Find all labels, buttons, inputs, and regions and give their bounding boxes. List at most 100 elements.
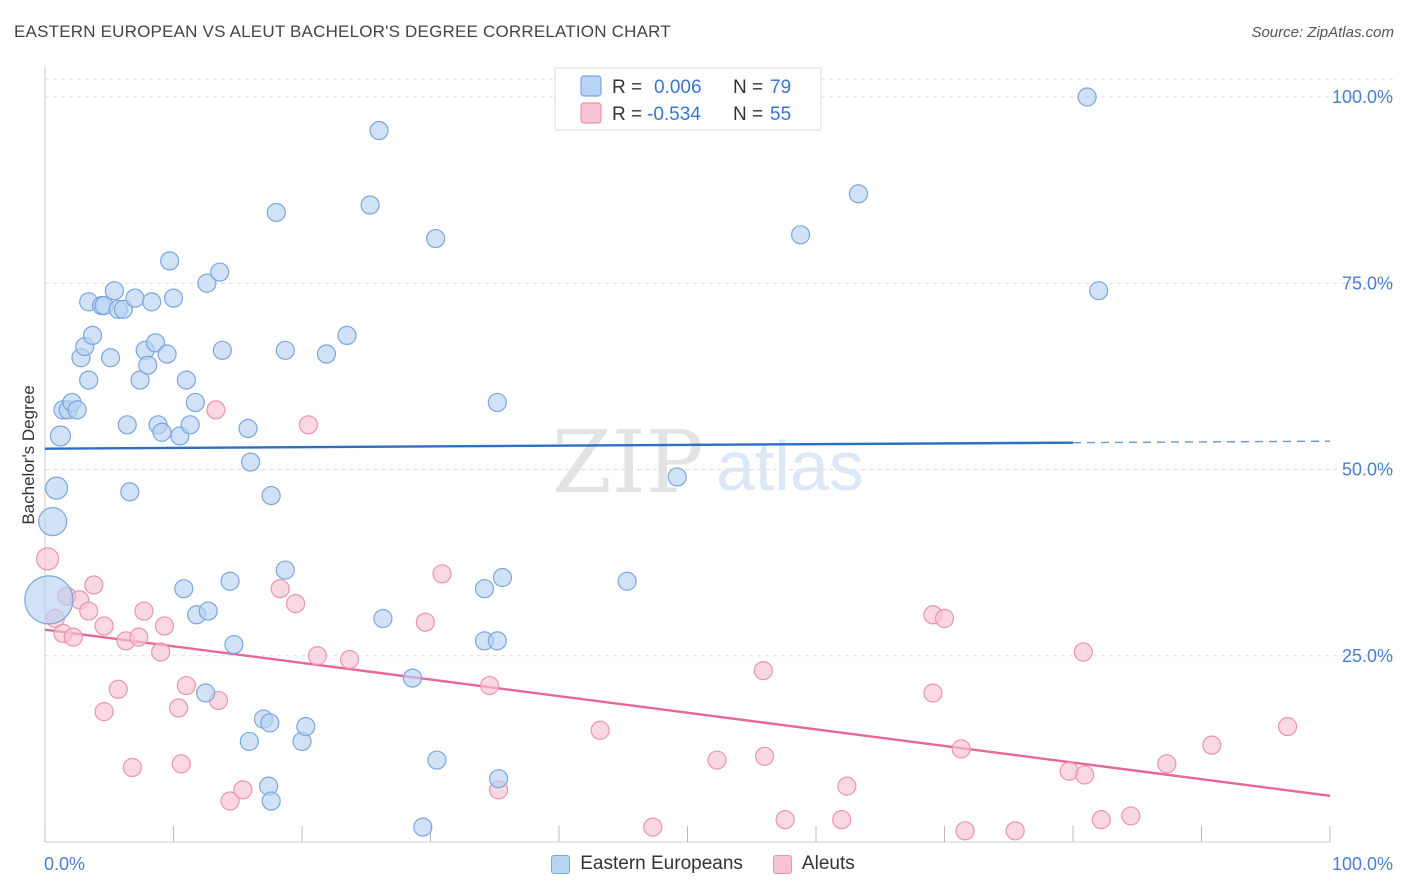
point-eastern-europeans (337, 325, 357, 345)
point-eastern-europeans (196, 683, 216, 703)
y-tick-label: 100.0% (1332, 87, 1393, 107)
bottom-legend-eastern-europeans: Eastern Europeans (551, 853, 743, 875)
data-points (24, 87, 1298, 841)
x-tick-label-min: 0.0% (44, 854, 85, 874)
chart-title: EASTERN EUROPEAN VS ALEUT BACHELOR'S DEG… (14, 22, 671, 41)
y-axis-label: Bachelor's Degree (19, 385, 38, 524)
y-tick-label: 75.0% (1342, 273, 1393, 293)
point-eastern-europeans (239, 731, 259, 752)
point-eastern-europeans (402, 668, 423, 688)
point-aleuts (220, 791, 240, 811)
point-eastern-europeans (224, 634, 244, 655)
point-eastern-europeans (160, 251, 180, 271)
point-aleuts (84, 575, 104, 595)
point-aleuts (1005, 821, 1025, 841)
point-aleuts (151, 642, 171, 662)
point-eastern-europeans (667, 467, 687, 487)
point-aleuts (832, 810, 852, 830)
point-aleuts (233, 780, 253, 800)
point-aleuts (951, 739, 971, 759)
point-eastern-europeans (44, 476, 69, 500)
point-eastern-europeans (67, 400, 87, 420)
point-aleuts (206, 400, 226, 420)
point-eastern-europeans (487, 631, 507, 651)
legend-n-label-1: N = (733, 77, 763, 98)
bottom-legend-label-2: Aleuts (801, 853, 855, 874)
point-aleuts (432, 564, 452, 584)
y-tick-label: 25.0% (1342, 646, 1393, 666)
point-eastern-europeans (113, 299, 133, 319)
bottom-legend: Eastern Europeans Aleuts (0, 851, 1406, 877)
point-aleuts (339, 649, 360, 670)
point-eastern-europeans (1089, 281, 1109, 301)
point-aleuts (837, 776, 857, 796)
point-eastern-europeans (261, 791, 281, 811)
point-aleuts (171, 754, 191, 774)
legend-r-label-2: R = (612, 104, 642, 125)
point-eastern-europeans (120, 482, 140, 502)
point-eastern-europeans (117, 415, 137, 435)
point-aleuts (1202, 735, 1222, 755)
point-eastern-europeans (49, 425, 72, 447)
point-aleuts (176, 675, 196, 696)
watermark: ZIP atlas (552, 413, 864, 513)
point-eastern-europeans (275, 560, 295, 580)
point-eastern-europeans (152, 422, 172, 442)
trend-line-aleuts (44, 628, 1331, 798)
point-eastern-europeans (848, 184, 869, 204)
point-aleuts (122, 757, 142, 778)
point-eastern-europeans (426, 228, 446, 249)
watermark-atlas: atlas (716, 427, 864, 505)
point-eastern-europeans (185, 392, 205, 413)
point-aleuts (1277, 716, 1298, 737)
legend-n-value-2: 55 (770, 104, 791, 125)
point-eastern-europeans (198, 601, 218, 621)
point-eastern-europeans (82, 325, 103, 345)
grid-lines (45, 78, 1395, 657)
point-eastern-europeans (163, 288, 184, 308)
legend-swatch-blue (580, 75, 602, 97)
point-aleuts (1157, 754, 1177, 774)
point-aleuts (955, 821, 975, 841)
point-eastern-europeans (474, 579, 495, 599)
point-eastern-europeans (79, 370, 99, 390)
y-tick-label: 50.0% (1342, 460, 1393, 480)
point-aleuts (923, 683, 943, 703)
bottom-legend-label-1: Eastern Europeans (580, 853, 743, 874)
point-aleuts (79, 601, 99, 621)
point-eastern-europeans (266, 202, 286, 223)
source-label: Source: ZipAtlas.com (1251, 24, 1394, 41)
point-eastern-europeans (427, 750, 447, 770)
point-aleuts (480, 675, 500, 696)
point-aleuts (1121, 806, 1141, 826)
point-eastern-europeans (489, 769, 509, 789)
point-aleuts (298, 415, 319, 435)
point-eastern-europeans (790, 225, 811, 245)
point-eastern-europeans (104, 281, 124, 301)
point-eastern-europeans (157, 344, 177, 364)
point-eastern-europeans (261, 485, 281, 506)
point-eastern-europeans (275, 340, 295, 360)
point-aleuts (643, 817, 663, 837)
point-aleuts (285, 593, 306, 614)
point-eastern-europeans (176, 370, 196, 390)
point-eastern-europeans (197, 273, 217, 293)
point-eastern-europeans (296, 716, 316, 737)
point-eastern-europeans (145, 333, 166, 353)
point-eastern-europeans (260, 713, 280, 733)
legend-box: R = 0.006 N = 79 R = -0.534 N = 55 (554, 67, 822, 131)
trend-line-eastern-europeans-extension (1072, 440, 1331, 444)
point-aleuts (934, 608, 955, 629)
legend-n-value-1: 79 (770, 77, 791, 98)
point-aleuts (754, 746, 775, 766)
point-eastern-europeans (220, 571, 240, 591)
point-eastern-europeans (316, 344, 337, 364)
point-aleuts (108, 679, 128, 699)
point-aleuts (775, 810, 795, 830)
point-eastern-europeans (360, 195, 380, 215)
point-aleuts (154, 616, 175, 636)
point-eastern-europeans (210, 262, 230, 282)
point-aleuts (753, 661, 773, 681)
point-eastern-europeans (174, 579, 194, 599)
